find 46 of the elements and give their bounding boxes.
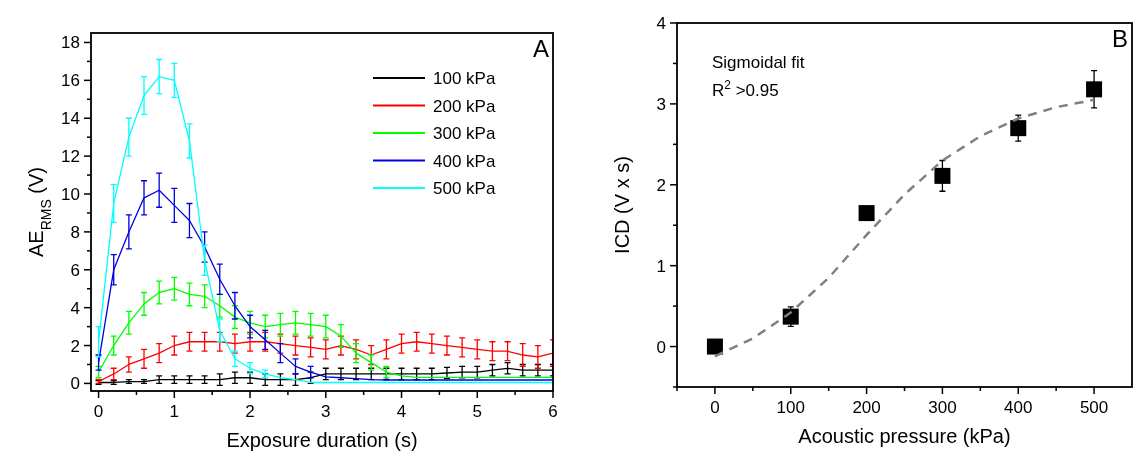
y-axis-title: ICD (V x s) xyxy=(611,156,633,254)
x-tick-label: 300 xyxy=(928,398,957,417)
x-tick-label: 0 xyxy=(93,402,104,421)
annotation: A xyxy=(532,35,549,62)
x-tick-label: 0 xyxy=(710,398,720,417)
annotation: B xyxy=(1111,25,1128,52)
legend-label: 100 kPa xyxy=(433,69,496,88)
x-tick-label: 500 xyxy=(1079,398,1109,417)
y-tick-label: 14 xyxy=(61,109,80,129)
y-tick-label: 0 xyxy=(656,337,666,357)
x-tick-label: 2 xyxy=(245,402,255,421)
point xyxy=(782,308,799,325)
legend-label: 300 kPa xyxy=(433,124,496,143)
x-tick-label: 200 xyxy=(852,398,881,417)
x-tick-label: 3 xyxy=(321,402,331,421)
point xyxy=(858,205,875,222)
y-tick-label: 18 xyxy=(61,33,80,53)
y-tick-label: 1 xyxy=(656,256,666,276)
y-tick-label: 16 xyxy=(61,71,80,91)
x-axis-title: Acoustic pressure (kPa) xyxy=(798,425,1011,447)
legend-label: 200 kPa xyxy=(433,96,496,116)
annotation: R$^{2}$ >0.95 xyxy=(712,78,779,100)
x-tick-label: 4 xyxy=(396,402,407,421)
y-tick-label: 8 xyxy=(70,222,80,242)
y-tick-label: 4 xyxy=(70,298,80,318)
legend-label: 500 kPa xyxy=(433,179,496,198)
annotation: Sigmoidal fit xyxy=(712,53,805,72)
x-tick-label: 100 xyxy=(776,398,805,417)
y-tick-label: 4 xyxy=(656,14,666,33)
y-tick-label: 3 xyxy=(656,94,666,114)
y-tick-label: 0 xyxy=(70,374,80,394)
point xyxy=(1086,81,1103,98)
y-tick-label: 12 xyxy=(61,147,80,167)
y-tick-label: 10 xyxy=(61,185,80,205)
point xyxy=(1010,120,1027,137)
y-tick-label: 2 xyxy=(70,336,80,356)
x-axis-title: Exposure duration (s) xyxy=(226,429,418,451)
y-tick-label: 6 xyxy=(70,260,80,280)
x-tick-label: 1 xyxy=(169,402,180,421)
point xyxy=(706,338,723,355)
legend-label: 400 kPa xyxy=(433,151,496,171)
x-tick-label: 400 xyxy=(1004,398,1033,417)
x-tick-label: 5 xyxy=(472,402,482,421)
point xyxy=(934,167,951,184)
x-tick-label: 6 xyxy=(548,402,558,421)
y-tick-label: 2 xyxy=(656,175,666,195)
